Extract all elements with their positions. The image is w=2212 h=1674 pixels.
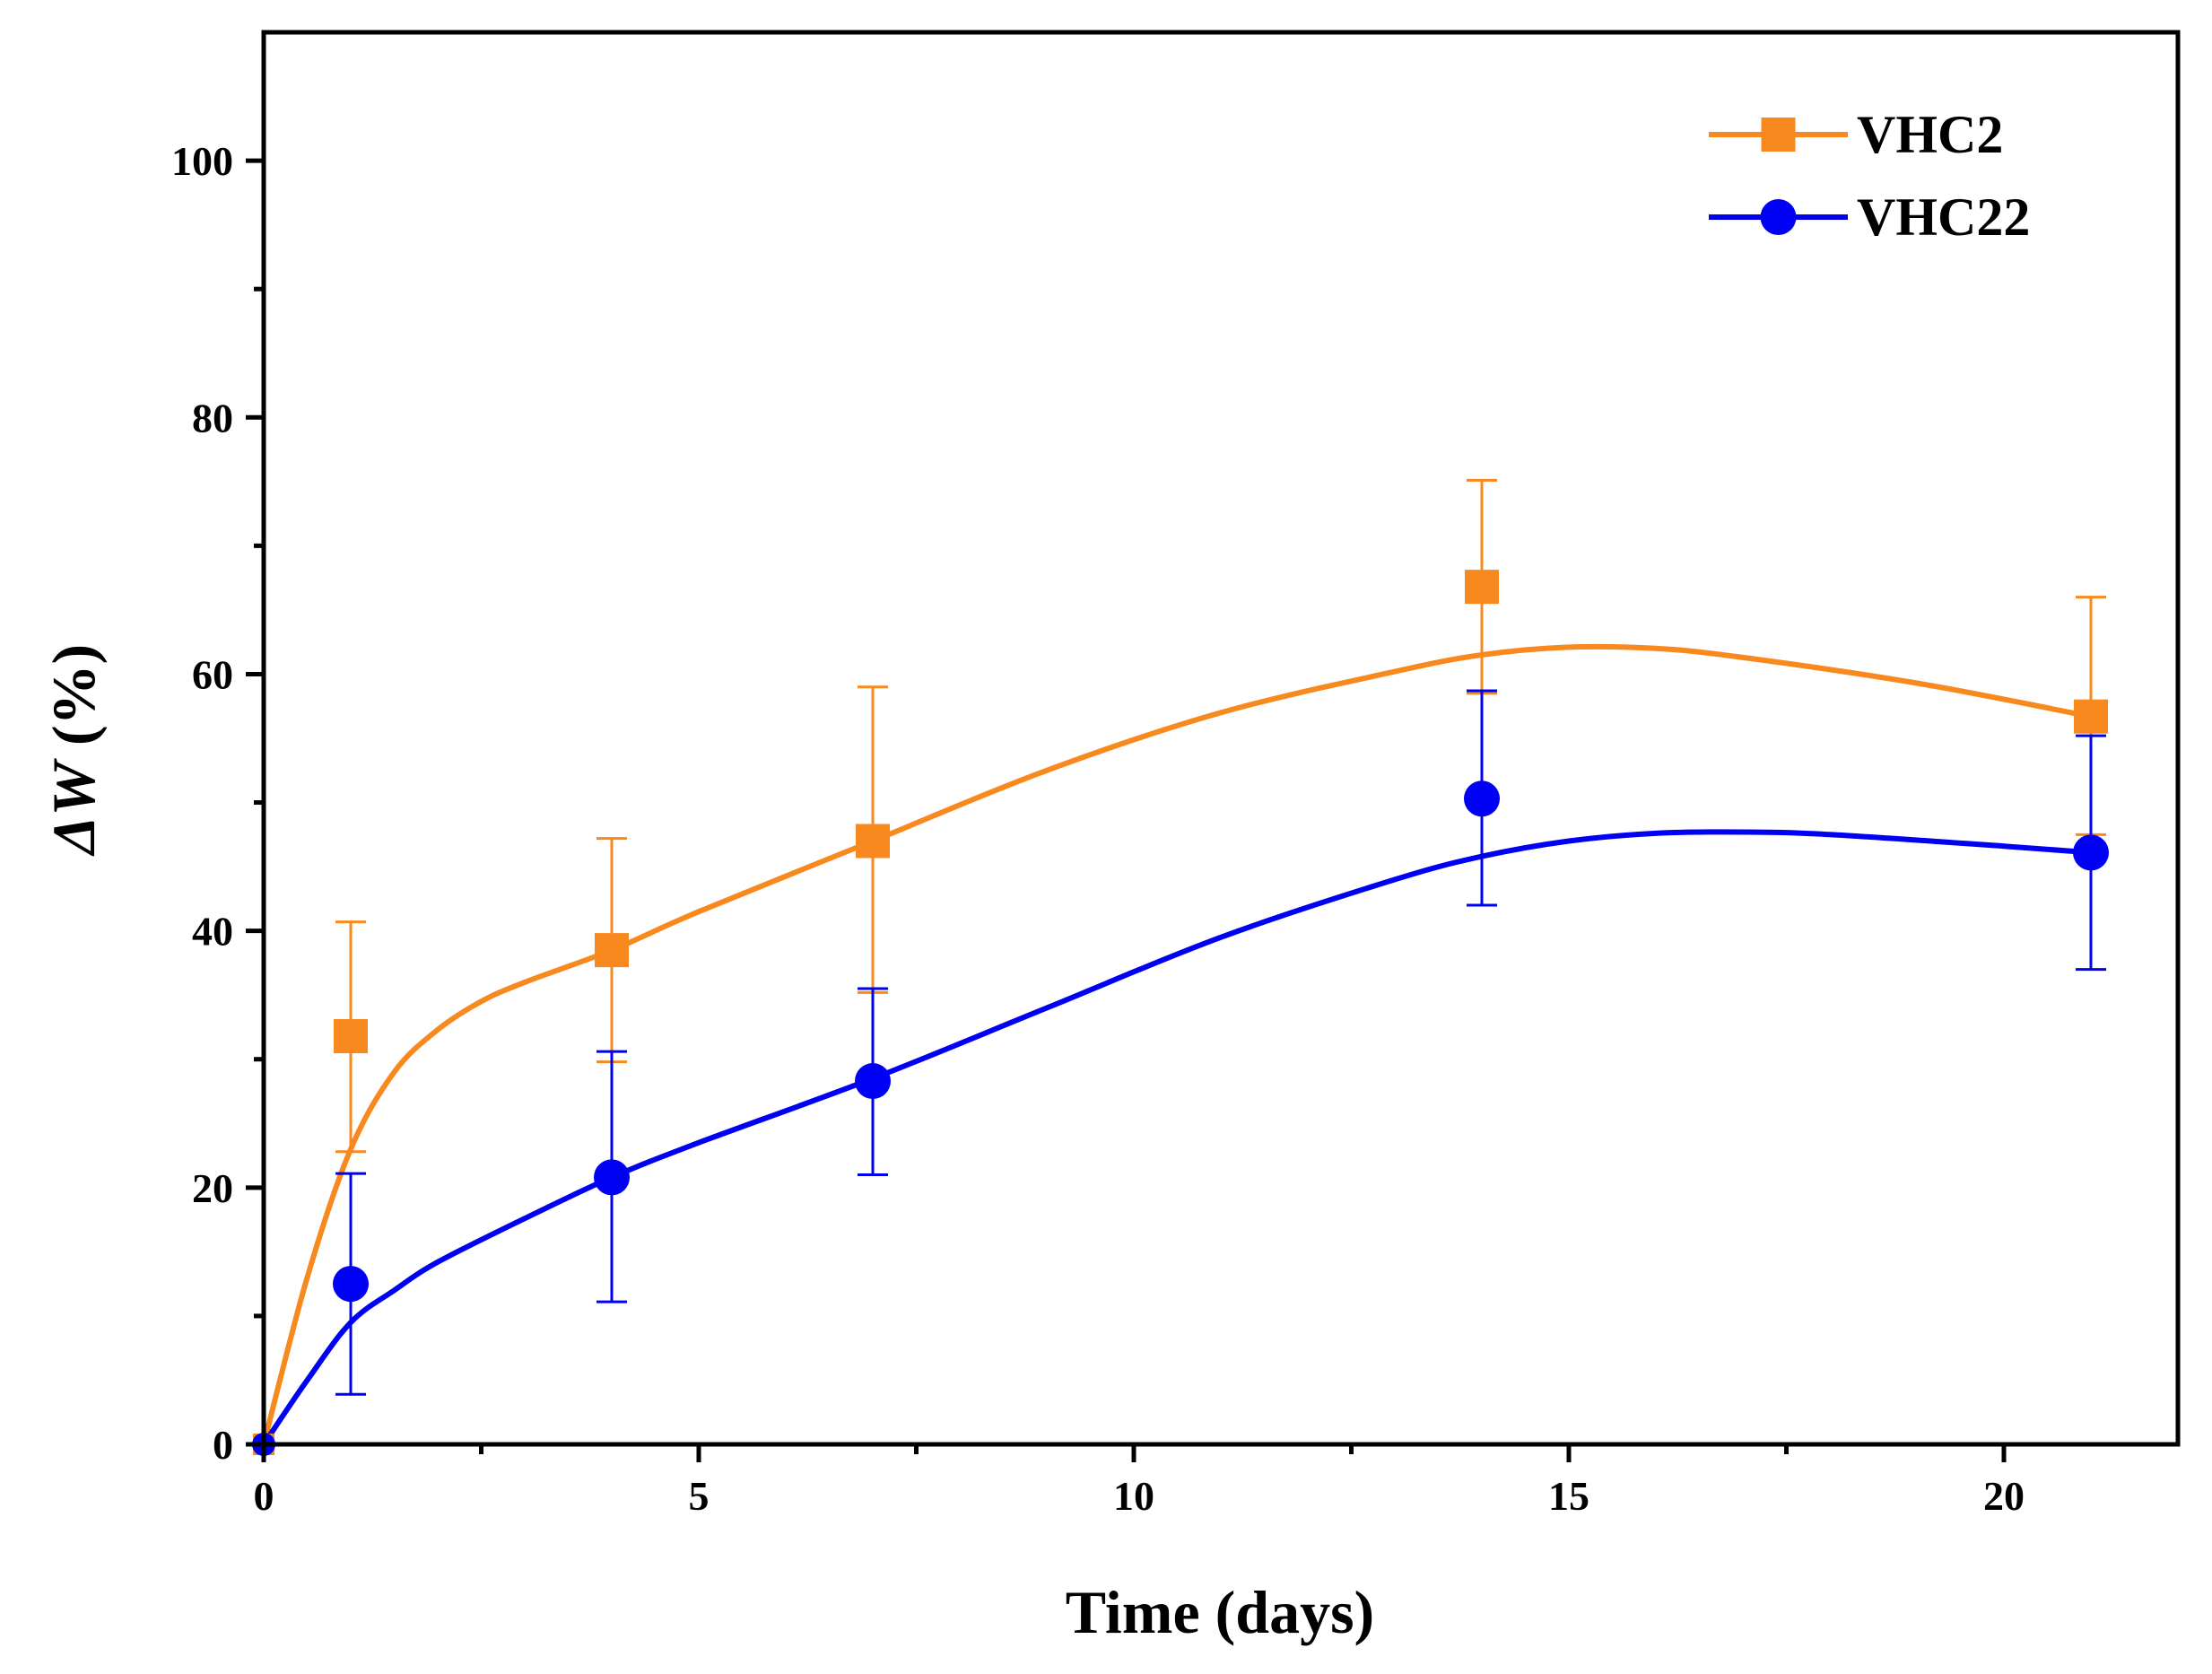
fit-curve-vhc2	[261, 643, 2094, 1447]
x-tick-label-20: 20	[1983, 1473, 2025, 1519]
y-tick-label-80: 80	[192, 395, 233, 440]
marker-vhc22-5	[2073, 834, 2109, 871]
marker-vhc22-3	[855, 1063, 891, 1100]
fit-curves	[261, 643, 2094, 1447]
legend-marker-vhc22	[1760, 199, 1797, 235]
x-tick-label-15: 15	[1548, 1473, 1589, 1519]
y-tick-label-40: 40	[192, 909, 233, 955]
y-axis-unit: (%)	[39, 644, 108, 745]
legend-label-vhc2: VHC2	[1857, 105, 2003, 164]
x-tick-label-5: 5	[689, 1473, 710, 1519]
y-tick-label-20: 20	[192, 1165, 233, 1211]
legend: VHC2 VHC22	[1709, 105, 2030, 247]
marker-vhc22-2	[594, 1159, 630, 1196]
axes	[246, 30, 2181, 1462]
tick-labels: 0 5 10 15 20 0 20 40 60 80 100	[171, 138, 2025, 1519]
marker-vhc22-1	[333, 1266, 369, 1303]
marker-vhc2-4	[1465, 570, 1499, 605]
x-axis-title: Time (days)	[1066, 1578, 1374, 1646]
marker-vhc2-5	[2074, 699, 2108, 734]
legend-marker-vhc2	[1761, 118, 1796, 152]
y-tick-label-60: 60	[192, 651, 233, 697]
marker-vhc2-2	[595, 933, 629, 968]
x-tick-label-0: 0	[254, 1473, 274, 1519]
plot-frame	[261, 30, 2181, 1447]
marker-vhc2-1	[334, 1018, 368, 1053]
data-markers	[252, 570, 2109, 1456]
marker-vhc2-3	[856, 824, 890, 859]
x-tick-label-10: 10	[1113, 1473, 1154, 1519]
legend-label-vhc22: VHC22	[1857, 187, 2030, 247]
marker-vhc22-4	[1464, 780, 1500, 817]
y-axis-title: ΔW (%)	[39, 644, 108, 857]
y-tick-label-0: 0	[213, 1422, 233, 1468]
fit-curve-vhc22	[261, 829, 2094, 1447]
y-axis-symbol: ΔW	[39, 758, 108, 858]
y-tick-label-100: 100	[171, 138, 233, 184]
